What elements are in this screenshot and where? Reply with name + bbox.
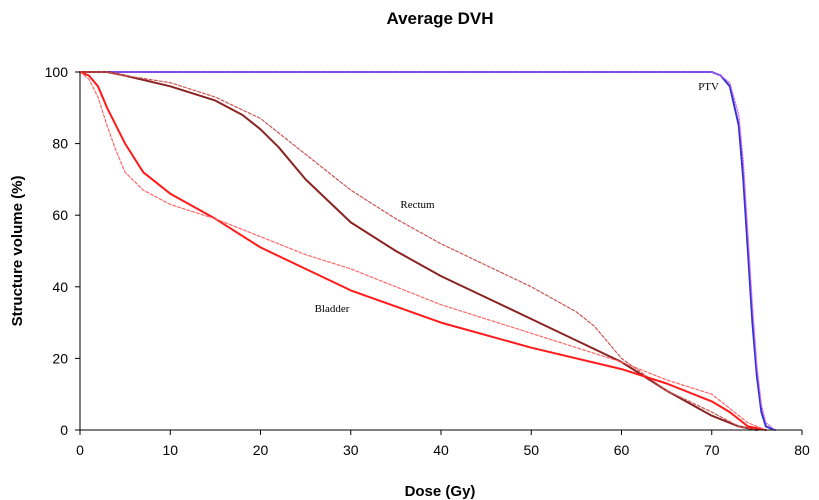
series-lines	[79, 71, 776, 431]
annotation-ptv: PTV	[698, 81, 719, 93]
y-tick-label: 20	[52, 350, 68, 366]
axes: 0 10 20 30 40 50 60 70 80 0 20 40 60 80 100	[45, 64, 810, 458]
annotation-rectum: Rectum	[400, 199, 435, 211]
x-tick-label: 30	[343, 442, 359, 458]
series-line-6	[79, 71, 767, 431]
series-line-3	[79, 71, 758, 431]
y-tick-label: 100	[45, 64, 69, 80]
x-tick-label: 20	[253, 442, 269, 458]
y-tick-label: 60	[52, 207, 68, 223]
y-tick-label: 80	[52, 136, 68, 152]
series-line-1	[79, 71, 776, 431]
x-tick-label: 60	[614, 442, 630, 458]
x-tick-label: 10	[162, 442, 178, 458]
y-axis-label: Structure volume (%)	[9, 176, 26, 327]
series-line-4	[79, 71, 758, 431]
x-tick-label: 0	[76, 442, 84, 458]
y-tick-label: 0	[60, 422, 68, 438]
x-tick-label: 40	[433, 442, 449, 458]
series-line-5	[79, 71, 767, 431]
y-tick-label: 40	[52, 279, 68, 295]
chart-title: Average DVH	[386, 9, 493, 28]
series-line-2	[79, 71, 776, 431]
x-tick-label: 80	[794, 442, 810, 458]
annotations: PTV Rectum Bladder	[315, 81, 719, 315]
x-axis-label: Dose (Gy)	[405, 483, 476, 500]
x-tick-label: 50	[523, 442, 539, 458]
annotation-bladder: Bladder	[315, 303, 350, 315]
x-tick-label: 70	[704, 442, 720, 458]
